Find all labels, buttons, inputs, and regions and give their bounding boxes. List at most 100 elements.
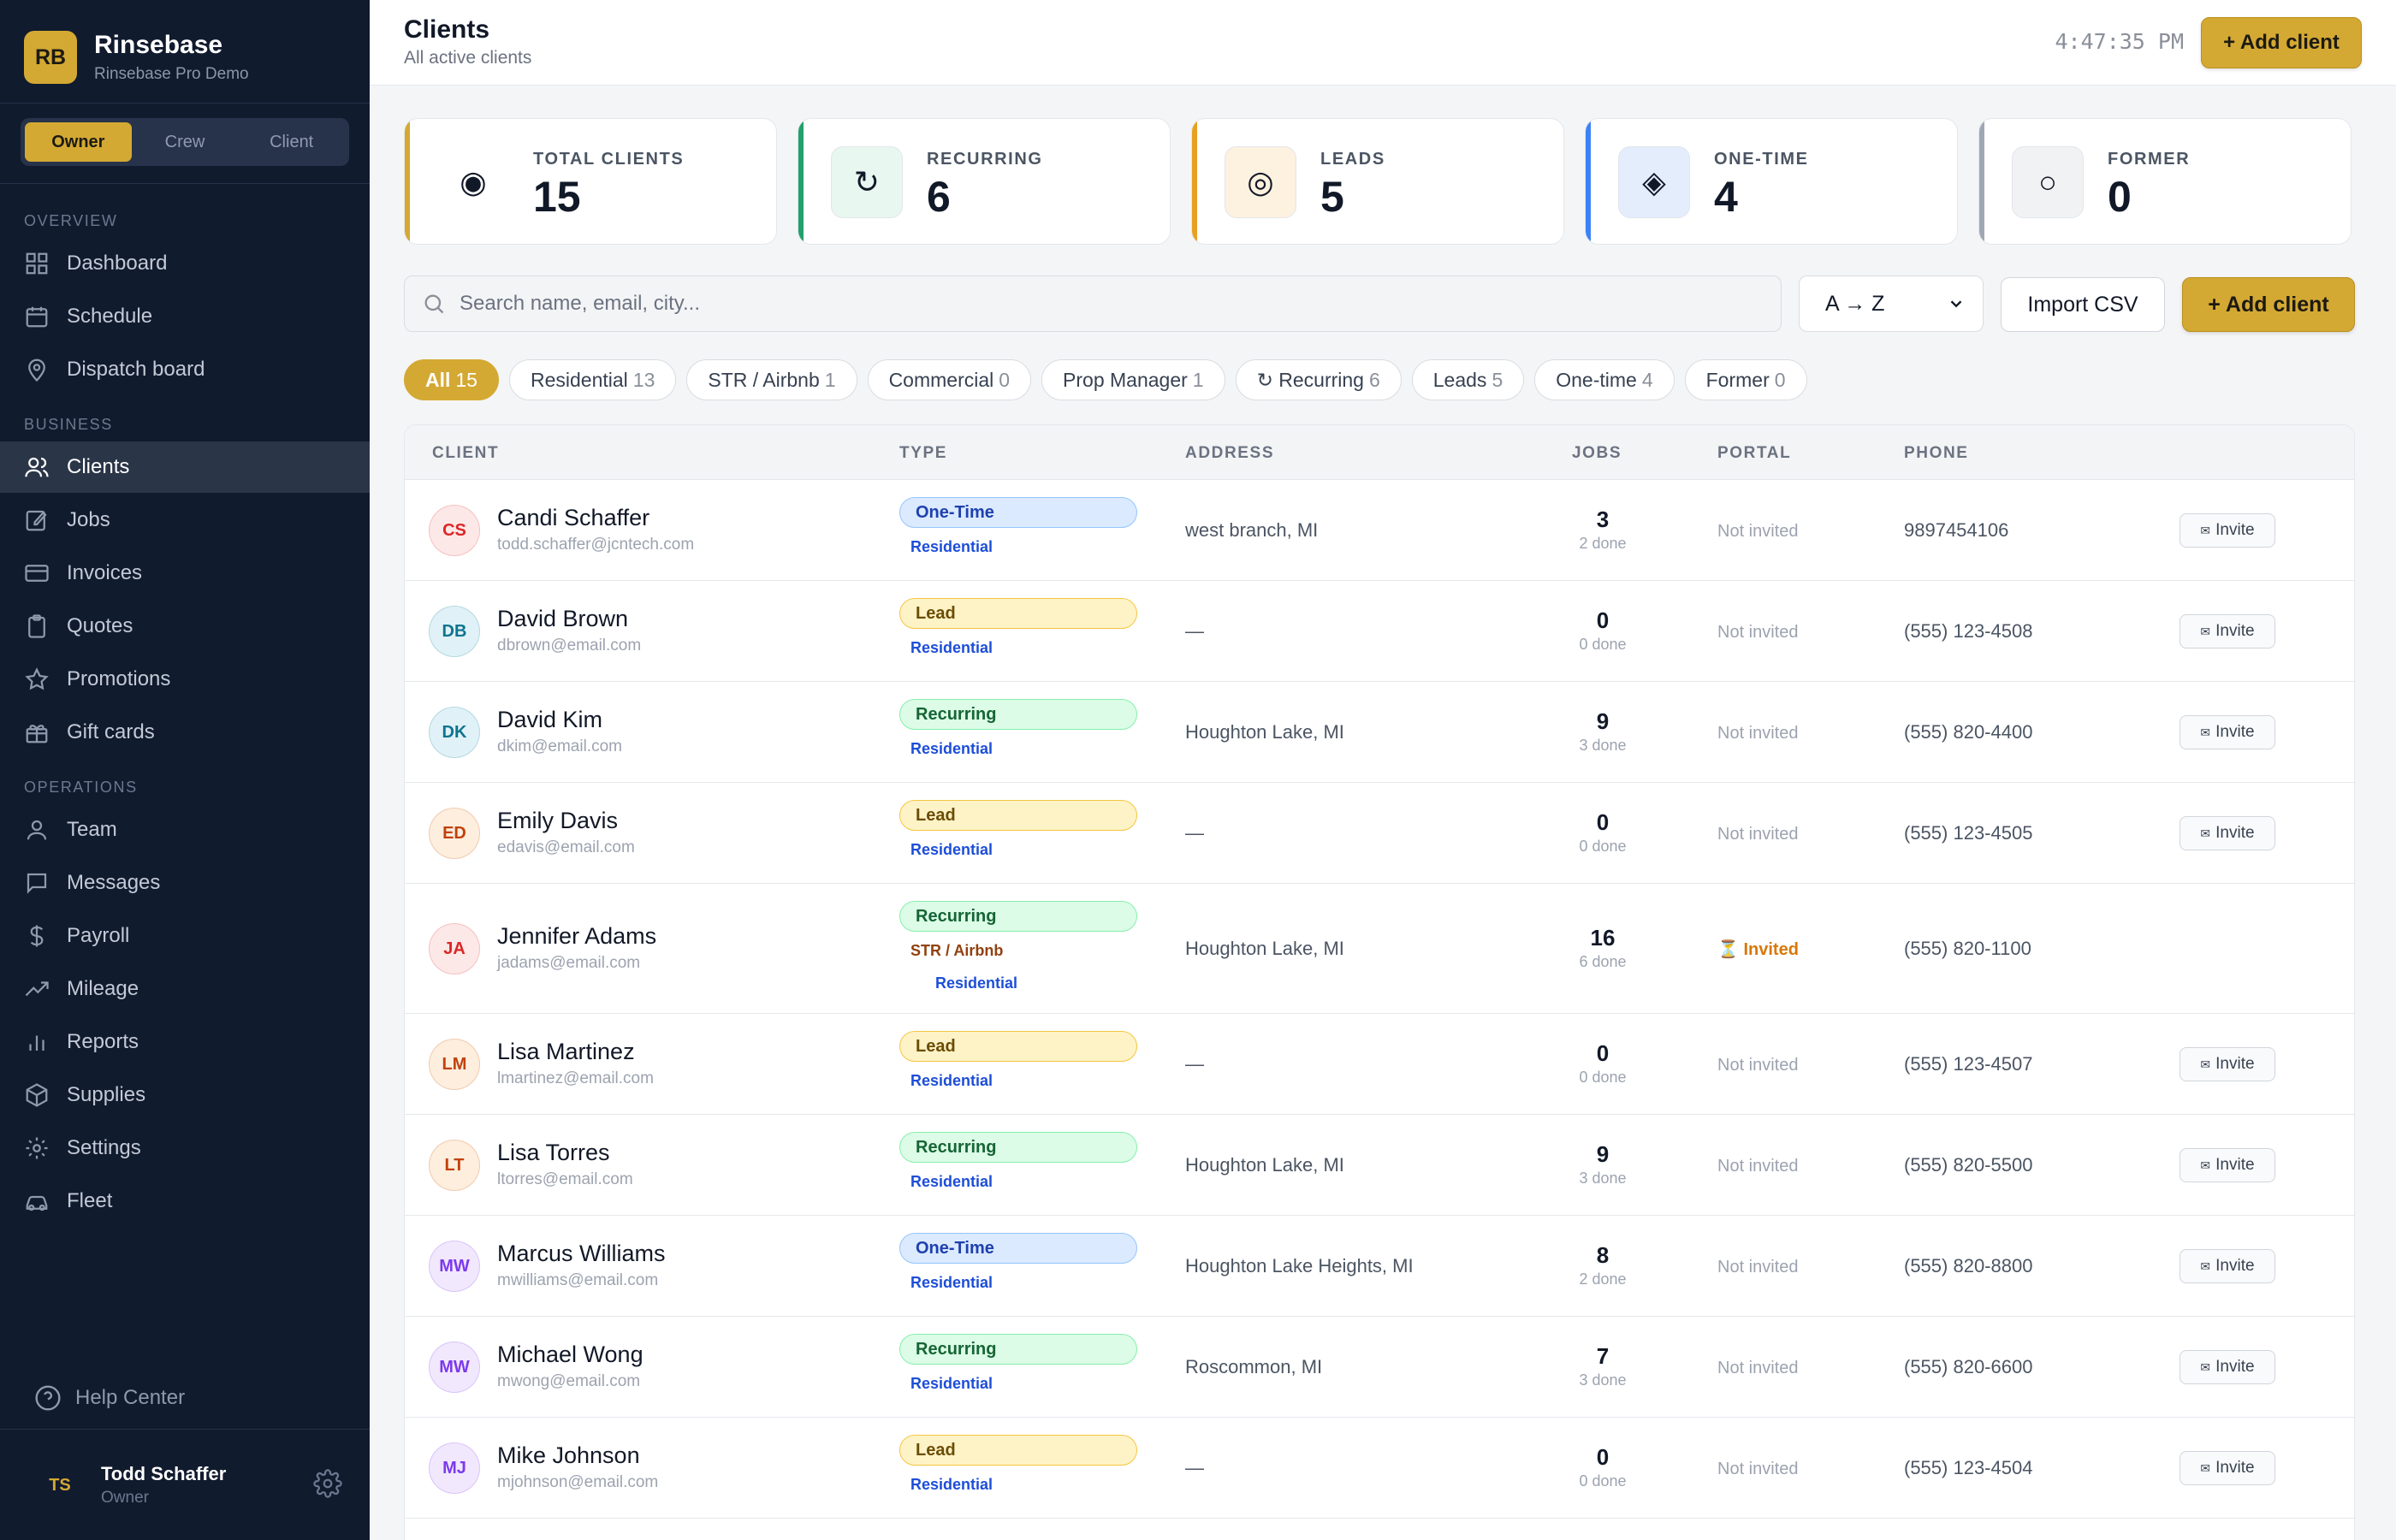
column-header-jobs[interactable]: JOBS — [1572, 444, 1622, 462]
search-bar[interactable] — [404, 275, 1782, 332]
table-row[interactable]: DK David Kim dkim@email.com Recurring Reside… — [405, 682, 2354, 783]
sidebar-item-fleet[interactable]: Fleet — [0, 1176, 370, 1227]
invite-button[interactable]: ✉ Invite — [2180, 816, 2275, 850]
table-row[interactable]: JA Jennifer Adams jadams@email.com Recurrin… — [405, 884, 2354, 1014]
sidebar-item-dispatch-board[interactable]: Dispatch board — [0, 344, 370, 395]
table-row[interactable]: LT Lisa Torres ltorres@email.com Recurring R… — [405, 1115, 2354, 1216]
table-row[interactable]: MW Marcus Williams mwilliams@email.com One-… — [405, 1216, 2354, 1317]
role-crew-button[interactable]: Crew — [164, 132, 205, 151]
filter-chip-commercial[interactable]: Commercial 0 — [867, 359, 1032, 400]
help-center-link[interactable]: Help Center — [34, 1384, 185, 1412]
client-name[interactable]: Jennifer Adams — [497, 923, 657, 949]
sidebar-item-schedule[interactable]: Schedule — [0, 291, 370, 342]
sidebar-item-quotes[interactable]: Quotes — [0, 601, 370, 652]
client-tag: Residential — [910, 1173, 993, 1190]
filter-chip-former[interactable]: Former 0 — [1684, 359, 1807, 400]
table-row[interactable]: MW Michael Wong mwong@email.com Recurring Re… — [405, 1317, 2354, 1418]
stat-card-total-clients[interactable]: ◉ TOTAL CLIENTS 15 — [404, 118, 777, 245]
sidebar-item-promotions[interactable]: Promotions — [0, 654, 370, 705]
sidebar-item-dashboard[interactable]: Dashboard — [0, 238, 370, 289]
invite-button[interactable]: ✉ Invite — [2180, 614, 2275, 649]
sort-select[interactable]: A → Z — [1799, 275, 1984, 332]
avatar: DB — [429, 606, 480, 657]
column-header-address[interactable]: ADDRESS — [1185, 444, 1275, 462]
filter-chip-prop-manager[interactable]: Prop Manager 1 — [1041, 359, 1225, 400]
import-csv-button[interactable]: Import CSV — [2001, 277, 2165, 332]
stat-card-recurring[interactable]: ↻ RECURRING 6 — [798, 118, 1171, 245]
table-row[interactable]: ED Emily Davis edavis@email.com Lead Residen… — [405, 783, 2354, 884]
filter-chip-str-airbnb[interactable]: STR / Airbnb 1 — [686, 359, 857, 400]
filter-chip-recurring[interactable]: ↻ Recurring 6 — [1235, 359, 1402, 400]
envelope-icon: ✉ — [2200, 1057, 2211, 1071]
jobs-total: 0 — [1596, 607, 1610, 633]
filter-chip-all[interactable]: All 15 — [404, 359, 499, 400]
jobs-done: 3 done — [1579, 1170, 1627, 1187]
sidebar-item-jobs[interactable]: Jobs — [0, 495, 370, 546]
sidebar-item-messages[interactable]: Messages — [0, 857, 370, 909]
gear-icon[interactable] — [313, 1468, 342, 1502]
add-client-button-toolbar[interactable]: + Add client — [2182, 277, 2355, 332]
sidebar-item-payroll[interactable]: Payroll — [0, 910, 370, 962]
sidebar-item-reports[interactable]: Reports — [0, 1016, 370, 1068]
type-badge: Recurring — [899, 1334, 1137, 1365]
client-name[interactable]: Emily Davis — [497, 808, 619, 833]
invite-button[interactable]: ✉ Invite — [2180, 715, 2275, 749]
column-header-type[interactable]: TYPE — [899, 444, 948, 462]
client-name[interactable]: Marcus Williams — [497, 1241, 666, 1266]
sidebar-item-mileage[interactable]: Mileage — [0, 963, 370, 1015]
client-name[interactable]: David Kim — [497, 707, 603, 732]
message-icon — [24, 870, 50, 896]
add-client-button[interactable]: + Add client — [2201, 17, 2362, 68]
invite-button[interactable]: ✉ Invite — [2180, 1350, 2275, 1384]
filter-chip-count: 5 — [1492, 368, 1503, 391]
client-address: — — [1185, 1053, 1204, 1075]
filter-chip-residential[interactable]: Residential 13 — [508, 359, 677, 400]
filter-chip-count: 6 — [1368, 368, 1380, 391]
table-row[interactable]: MJ Mike Johnson mjohnson@email.com Lead Resi… — [405, 1418, 2354, 1519]
role-client-button[interactable]: Client — [270, 132, 314, 151]
brand[interactable]: RB Rinsebase Rinsebase Pro Demo — [24, 31, 249, 84]
table-row[interactable]: DB David Brown dbrown@email.com Lead Residen… — [405, 581, 2354, 682]
invite-button[interactable]: ✉ Invite — [2180, 1451, 2275, 1485]
type-badge: Recurring — [899, 1132, 1137, 1163]
column-header-portal[interactable]: PORTAL — [1717, 444, 1792, 462]
user-profile[interactable]: TS Todd Schaffer Owner — [34, 1460, 342, 1511]
filter-chip-label: Former — [1705, 368, 1770, 391]
client-email: mwilliams@email.com — [497, 1271, 659, 1289]
sidebar-item-team[interactable]: Team — [0, 804, 370, 856]
client-name[interactable]: Michael Wong — [497, 1342, 643, 1367]
stat-card-leads[interactable]: ◎ LEADS 5 — [1191, 118, 1564, 245]
invite-button[interactable]: ✉ Invite — [2180, 513, 2275, 548]
client-name[interactable]: Lisa Martinez — [497, 1039, 635, 1064]
sidebar-item-settings[interactable]: Settings — [0, 1122, 370, 1174]
client-phone: (555) 123-4507 — [1904, 1053, 2033, 1075]
client-name[interactable]: Lisa Torres — [497, 1140, 610, 1165]
client-phone: (555) 820-4400 — [1904, 721, 2033, 743]
table-row[interactable]: CS Candi Schaffer todd.schaffer@jcntech.co… — [405, 480, 2354, 581]
stat-card-one-time[interactable]: ◈ ONE-TIME 4 — [1585, 118, 1958, 245]
envelope-icon: ✉ — [2200, 725, 2211, 739]
sidebar-item-supplies[interactable]: Supplies — [0, 1069, 370, 1121]
invite-button[interactable]: ✉ Invite — [2180, 1047, 2275, 1081]
client-name[interactable]: Mike Johnson — [497, 1442, 640, 1468]
table-row[interactable]: LM Lisa Martinez lmartinez@email.com Lead Re… — [405, 1014, 2354, 1115]
refresh-icon: ↻ — [831, 146, 903, 218]
invite-button[interactable]: ✉ Invite — [2180, 1249, 2275, 1283]
sidebar-item-invoices[interactable]: Invoices — [0, 548, 370, 599]
sidebar-item-clients[interactable]: Clients — [0, 441, 370, 493]
client-address: Houghton Lake, MI — [1185, 938, 1344, 959]
stat-card-former[interactable]: ○ FORMER 0 — [1978, 118, 2352, 245]
filter-chip-one-time[interactable]: One-time 4 — [1534, 359, 1675, 400]
type-badge: One-Time — [899, 1233, 1137, 1264]
client-name[interactable]: David Brown — [497, 606, 629, 631]
search-input[interactable] — [460, 292, 1743, 316]
portal-status: Not invited — [1717, 1359, 1799, 1377]
filter-chip-leads[interactable]: Leads 5 — [1411, 359, 1525, 400]
column-header-client[interactable]: CLIENT — [432, 444, 500, 462]
sidebar-item-gift-cards[interactable]: Gift cards — [0, 707, 370, 758]
client-address: Houghton Lake, MI — [1185, 721, 1344, 743]
client-name[interactable]: Candi Schaffer — [497, 505, 650, 530]
invite-button[interactable]: ✉ Invite — [2180, 1148, 2275, 1182]
role-owner-button[interactable]: Owner — [25, 122, 132, 162]
column-header-phone[interactable]: PHONE — [1904, 444, 1969, 462]
